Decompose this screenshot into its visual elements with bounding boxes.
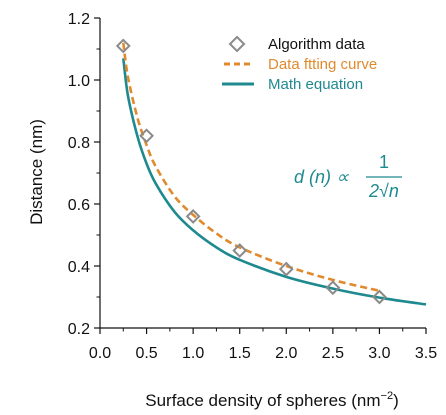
y-axis-title: Distance (nm): [27, 119, 46, 225]
x-axis-title-main: Surface density of spheres (nm: [145, 391, 380, 410]
x-axis-title: Surface density of spheres (nm−2): [145, 390, 399, 410]
x-axis-title-close: ): [393, 391, 399, 410]
algorithm-data-point: [139, 128, 154, 144]
math-equation-curve: [122, 58, 427, 306]
x-tick-label: 1.5: [229, 345, 251, 362]
algorithm-data-point: [185, 208, 201, 224]
x-tick-label: 0.0: [89, 345, 111, 362]
y-tick-label: 0.2: [68, 321, 90, 338]
axis-frame: [99, 18, 426, 329]
legend-diamond-marker: [228, 35, 246, 53]
legend-item-algorithm-data: Algorithm data: [228, 35, 365, 53]
x-tick-label: 1.0: [182, 345, 204, 362]
y-tick-label: 1.0: [68, 73, 90, 90]
legend: Algorithm data Data ftting curve Math eq…: [222, 35, 377, 93]
algorithm-data-point: [278, 261, 294, 277]
x-tick-label: 3.0: [368, 345, 390, 362]
ticks-layer: 0.0 0.5 1.0 1.5 2.0 2.5 3.0 3.5 0.2 0.4 0.6 0.8 1.0 1…: [68, 11, 437, 362]
legend-label: Math equation: [268, 76, 363, 93]
y-tick-label: 0.6: [68, 197, 90, 214]
algorithm-data-point: [325, 280, 341, 296]
x-tick-label: 0.5: [135, 345, 157, 362]
legend-item-math-equation: Math equation: [222, 76, 363, 93]
equation-annotation: d (n) ∝ 1 2√n: [294, 152, 402, 201]
series-layer: [115, 38, 427, 306]
x-tick-label: 2.0: [275, 345, 297, 362]
algorithm-data-point: [232, 243, 248, 258]
equation-numerator: 1: [379, 152, 389, 172]
x-tick-label: 3.5: [415, 345, 437, 362]
legend-item-data-fitting-curve: Data ftting curve: [224, 56, 377, 73]
x-tick-label: 2.5: [322, 345, 344, 362]
equation-denominator: 2√n: [368, 181, 399, 201]
equation-lhs: d (n) ∝: [294, 167, 350, 187]
y-axis-title-group: Distance (nm): [27, 119, 46, 225]
y-tick-label: 1.2: [68, 11, 90, 28]
algorithm-data-point: [372, 289, 387, 305]
y-tick-label: 0.8: [68, 135, 90, 152]
x-axis-title-superscript: −2: [381, 390, 394, 402]
legend-label: Algorithm data: [268, 36, 365, 53]
legend-label: Data ftting curve: [268, 56, 377, 73]
y-tick-label: 0.4: [68, 259, 90, 276]
algorithm-data-point: [115, 38, 131, 54]
